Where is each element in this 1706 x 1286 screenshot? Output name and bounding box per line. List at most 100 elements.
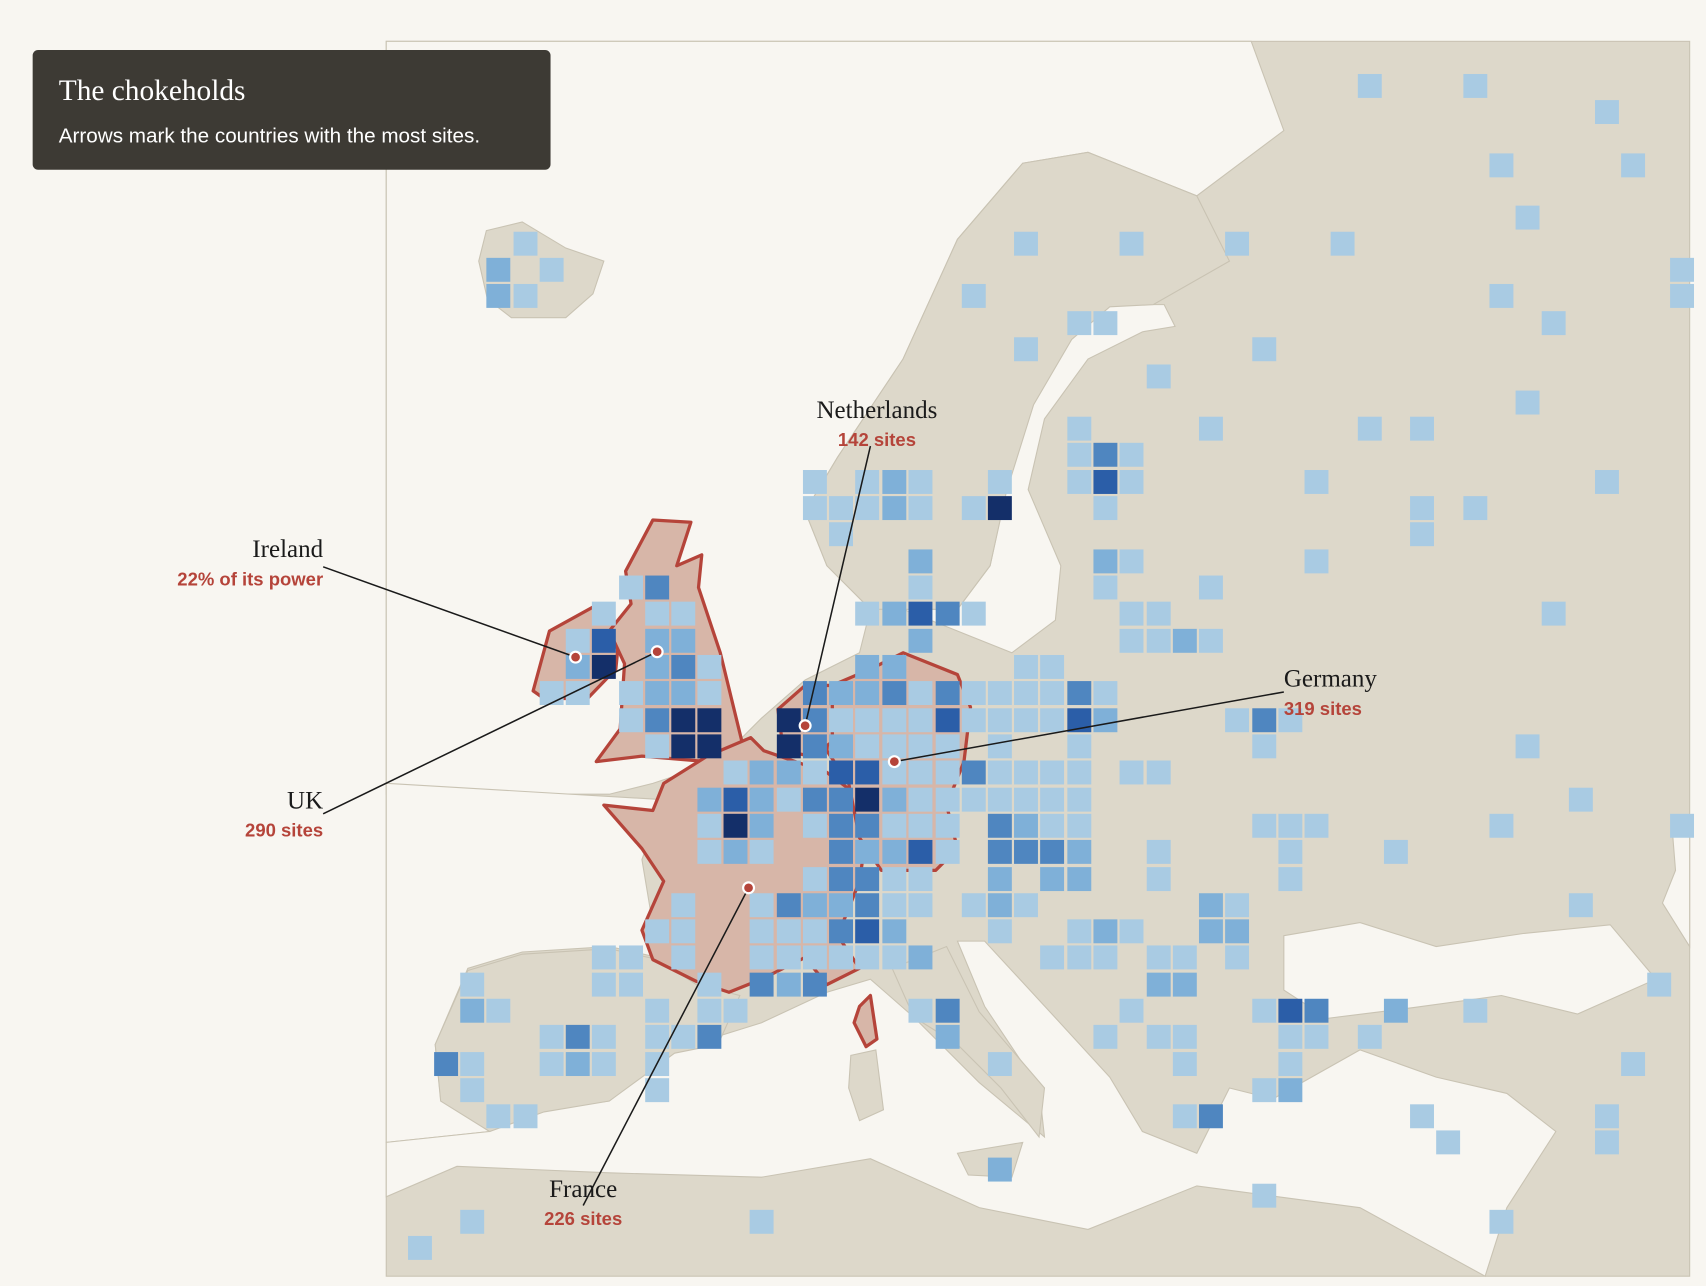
site-cell [908, 945, 933, 970]
site-cell [1067, 919, 1092, 944]
site-cell [565, 681, 590, 706]
site-cell [987, 681, 1012, 706]
site-cell [565, 1052, 590, 1077]
site-cell [697, 1024, 722, 1049]
site-cell [645, 919, 670, 944]
site-cell [987, 734, 1012, 759]
site-cell [1198, 919, 1223, 944]
site-cell [1489, 813, 1514, 838]
site-cell [697, 708, 722, 733]
site-cell [1093, 681, 1118, 706]
site-cell [671, 628, 696, 653]
site-cell [882, 945, 907, 970]
site-cell [908, 708, 933, 733]
title: The chokeholds [59, 75, 246, 107]
site-cell [802, 972, 827, 997]
site-cell [1119, 470, 1144, 494]
site-cell [1067, 760, 1092, 785]
site-cell [645, 998, 670, 1023]
site-cell [1146, 364, 1171, 389]
site-cell [591, 601, 616, 626]
site-cell [1093, 1024, 1118, 1049]
site-cell [987, 708, 1012, 733]
site-cell [802, 813, 827, 838]
site-cell [829, 893, 853, 918]
site-cell [1225, 919, 1250, 944]
site-cell [1410, 416, 1434, 441]
site-cell [1093, 442, 1118, 467]
site-cell [908, 470, 933, 494]
site-cell [1252, 734, 1277, 759]
site-cell [1595, 100, 1619, 125]
site-cell [1541, 601, 1566, 626]
site-cell [908, 813, 933, 838]
site-cell [591, 1024, 616, 1049]
site-cell [908, 734, 933, 759]
site-cell [1568, 787, 1593, 812]
site-cell [1463, 998, 1488, 1023]
site-cell [434, 1052, 459, 1077]
site-cell [1410, 522, 1434, 547]
site-cell [829, 681, 853, 706]
site-cell [619, 708, 644, 733]
site-cell [1436, 1130, 1461, 1155]
site-cell [1621, 153, 1646, 178]
site-cell [987, 496, 1012, 521]
location-dot [569, 650, 583, 664]
site-cell [908, 601, 933, 626]
site-cell [513, 231, 538, 256]
site-cell [855, 681, 880, 706]
site-cell [1670, 257, 1695, 282]
site-cell [645, 1078, 670, 1103]
site-cell [987, 470, 1012, 494]
site-cell [1146, 867, 1171, 892]
site-cell [829, 522, 853, 547]
site-cell [908, 549, 933, 574]
site-cell [749, 813, 774, 838]
site-cell [802, 470, 827, 494]
site-cell [908, 496, 933, 521]
site-cell [645, 575, 670, 600]
site-cell [1067, 734, 1092, 759]
site-cell [1067, 867, 1092, 892]
site-cell [1067, 945, 1092, 970]
site-cell [1198, 416, 1223, 441]
site-cell [882, 867, 907, 892]
site-cell [1040, 839, 1065, 864]
site-cell [1146, 601, 1171, 626]
site-cell [935, 787, 960, 812]
site-cell [1067, 839, 1092, 864]
site-cell [829, 867, 853, 892]
site-cell [908, 893, 933, 918]
country-name: Ireland [252, 536, 323, 563]
site-cell [671, 681, 696, 706]
site-cell [1225, 893, 1250, 918]
sardinia [848, 1049, 885, 1122]
site-cell [697, 734, 722, 759]
site-cell [987, 1157, 1012, 1182]
site-cell [460, 1209, 485, 1234]
site-cell [1357, 73, 1382, 98]
site-cell [723, 760, 748, 785]
site-cell [882, 787, 907, 812]
site-cell [749, 839, 774, 864]
site-cell [882, 470, 907, 494]
country-name: UK [287, 787, 323, 814]
site-cell [671, 654, 696, 679]
site-cell [1119, 760, 1144, 785]
site-cell [1595, 470, 1619, 494]
site-cell [486, 257, 511, 282]
site-cell [1014, 681, 1038, 706]
site-cell [671, 945, 696, 970]
leader-line [322, 566, 576, 658]
site-cell [987, 787, 1012, 812]
site-cell [882, 734, 907, 759]
site-cell [1119, 998, 1144, 1023]
site-cell [935, 734, 960, 759]
site-cell [935, 681, 960, 706]
site-cell [829, 734, 853, 759]
site-cell [749, 945, 774, 970]
site-cell [749, 893, 774, 918]
site-cell [882, 654, 907, 679]
site-cell [961, 708, 986, 733]
